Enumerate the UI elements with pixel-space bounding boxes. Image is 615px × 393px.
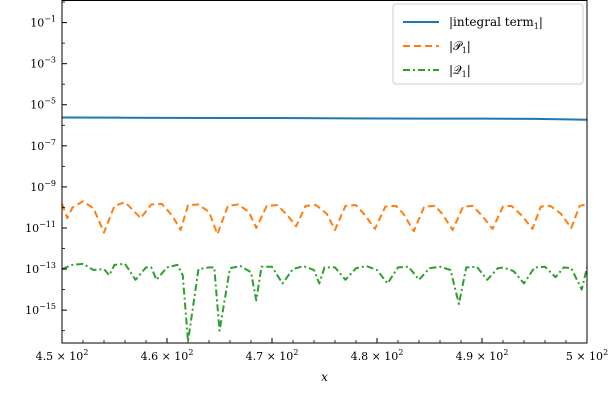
legend-label: |integral term1| (449, 15, 543, 31)
x-axis-label: x (321, 370, 328, 384)
series-line-3 (62, 262, 587, 343)
legend-label: |𝒬1| (449, 63, 471, 79)
x-tick-label: 4.7 × 102 (246, 348, 299, 363)
y-tick-label: 10−5 (30, 97, 56, 112)
x-tick-label: 4.8 × 102 (351, 348, 404, 363)
y-tick-label: 10−15 (25, 302, 56, 317)
x-tick-label: 4.6 × 102 (141, 348, 194, 363)
y-tick-label: 10−1 (30, 15, 56, 30)
series-line-1 (62, 116, 587, 121)
y-tick-label: 10−13 (25, 261, 56, 276)
x-tick-label: 4.5 × 102 (36, 348, 89, 363)
x-tick-label: 4.9 × 102 (456, 348, 509, 363)
legend-box (392, 3, 584, 85)
plot-frame (61, 0, 588, 344)
y-tick-label: 10−3 (30, 56, 56, 71)
legend: |integral term1| |𝒫1| |𝒬1| (392, 3, 584, 85)
y-tick-label: 10−11 (25, 220, 56, 235)
x-tick-label: 5 × 102 (566, 348, 608, 363)
axis-ticks: 10−1 10−3 10−5 10−7 10−9 10−11 10−13 10−15 4.5 ×… (25, 1, 608, 363)
legend-label: |𝒫1| (449, 39, 471, 55)
y-tick-label: 10−7 (30, 138, 56, 153)
series-line-2 (62, 200, 587, 236)
y-tick-label: 10−9 (30, 179, 56, 194)
series-lines (62, 116, 587, 343)
